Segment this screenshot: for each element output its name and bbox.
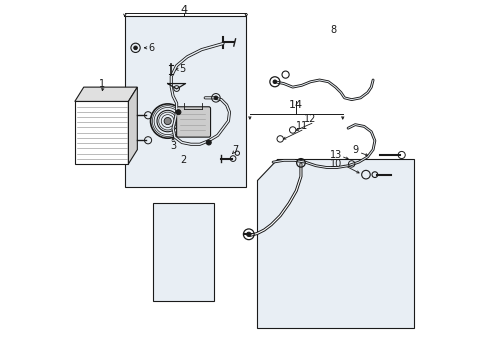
Circle shape <box>206 140 211 145</box>
Text: 9: 9 <box>351 145 358 155</box>
Polygon shape <box>128 87 137 164</box>
FancyBboxPatch shape <box>176 107 210 137</box>
Circle shape <box>246 232 250 237</box>
Polygon shape <box>75 102 128 164</box>
Text: 1: 1 <box>99 78 104 89</box>
Text: 13: 13 <box>329 150 341 160</box>
Text: 3: 3 <box>170 141 176 151</box>
Text: 4: 4 <box>180 5 187 15</box>
Bar <box>124 16 246 187</box>
Text: 2: 2 <box>180 156 186 165</box>
Text: 5: 5 <box>179 64 185 74</box>
Text: 7: 7 <box>232 145 238 155</box>
Bar <box>153 203 214 301</box>
Polygon shape <box>257 158 413 328</box>
Text: 12: 12 <box>304 114 316 124</box>
Text: 14: 14 <box>288 100 303 110</box>
Text: 6: 6 <box>148 43 154 53</box>
Circle shape <box>176 110 181 114</box>
Circle shape <box>164 117 171 125</box>
Circle shape <box>134 46 137 50</box>
Circle shape <box>272 80 276 84</box>
Circle shape <box>214 96 217 100</box>
Text: 10: 10 <box>329 159 341 169</box>
Polygon shape <box>75 87 137 102</box>
Text: 8: 8 <box>330 25 336 35</box>
Text: 11: 11 <box>295 121 307 131</box>
